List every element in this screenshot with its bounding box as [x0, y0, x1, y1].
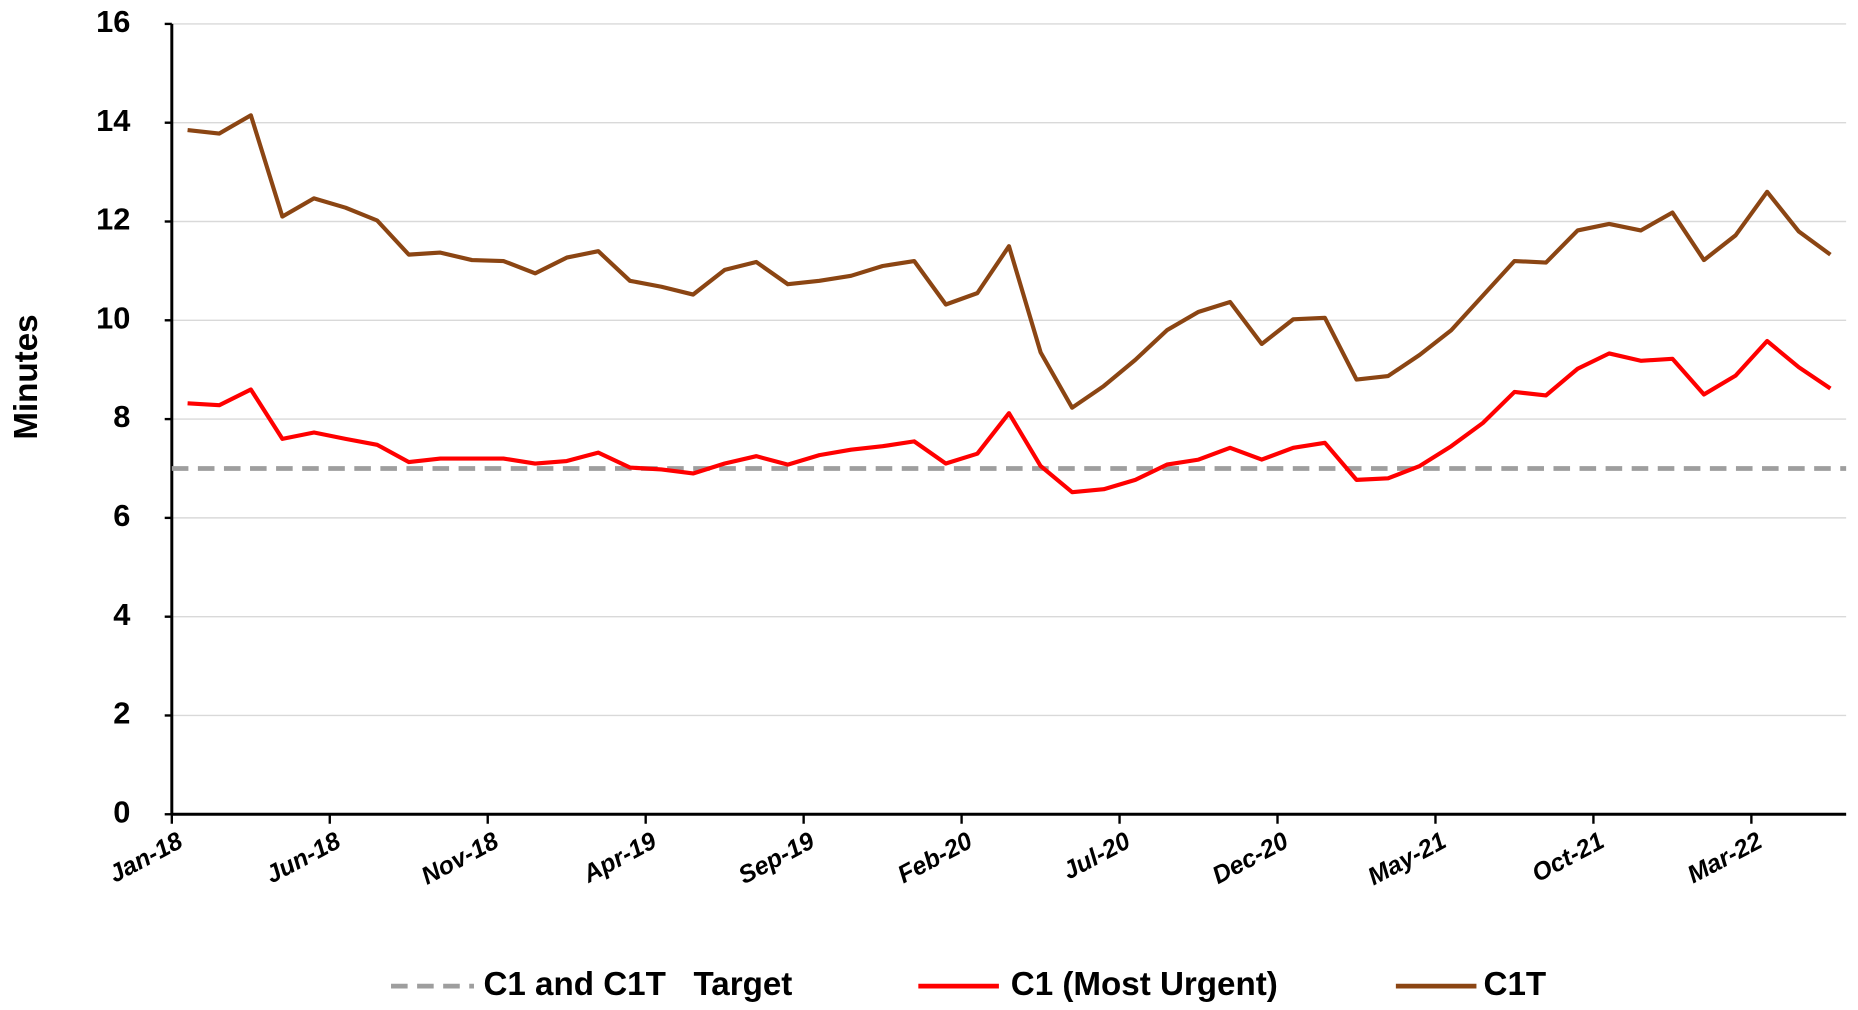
legend-label: C1T: [1484, 966, 1547, 1003]
series-line: [187, 338, 1832, 495]
x-tick-label: Nov-18: [417, 827, 504, 891]
series-line: [187, 113, 1832, 410]
y-tick-label: 12: [96, 202, 130, 237]
x-tick-label: Mar-22: [1683, 827, 1767, 889]
x-tick-label: May-21: [1363, 827, 1451, 891]
x-tick-label: Jul-20: [1058, 827, 1135, 886]
x-tick-label: Oct-21: [1527, 827, 1609, 888]
y-tick-label: 10: [96, 300, 130, 335]
y-tick-label: 2: [113, 696, 130, 731]
y-tick-label: 4: [113, 597, 130, 632]
x-tick-label: Jan-18: [104, 827, 187, 889]
legend-label: C1 (Most Urgent): [1011, 966, 1278, 1003]
x-tick-label: Jun-18: [261, 827, 345, 889]
y-tick-label: 0: [113, 794, 130, 829]
x-tick-label: Sep-19: [734, 827, 819, 890]
y-tick-label: 16: [96, 4, 130, 39]
x-tick-label: Feb-20: [893, 827, 977, 889]
x-tick-label: Dec-20: [1208, 827, 1293, 890]
y-tick-label: 8: [113, 399, 130, 434]
y-tick-label: 6: [113, 498, 130, 533]
y-tick-label: 14: [96, 103, 130, 138]
x-tick-label: Apr-19: [577, 827, 661, 889]
legend-label: C1 and C1T Target: [483, 966, 792, 1003]
y-axis-label: Minutes: [8, 314, 45, 439]
